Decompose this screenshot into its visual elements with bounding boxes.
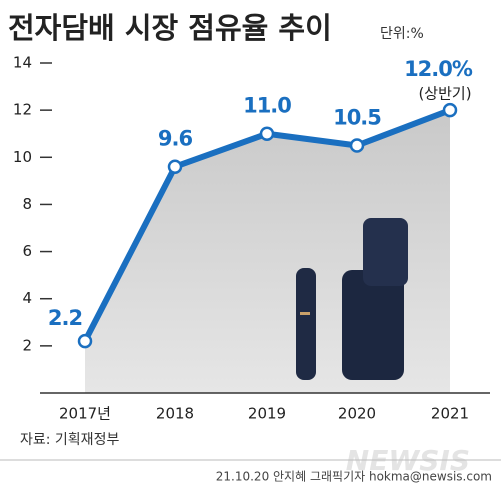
x-tick-label: 2021 bbox=[431, 405, 469, 423]
value-label: 2.2 bbox=[48, 306, 82, 330]
point bbox=[167, 159, 183, 174]
point bbox=[349, 138, 365, 153]
x-tick-label: 2018 bbox=[156, 405, 194, 423]
unit-label: 단위:% bbox=[380, 26, 424, 42]
point bbox=[259, 126, 275, 141]
value-label: 9.6 bbox=[158, 127, 193, 151]
credit: 21.10.20 안지혜 그래픽기자 hokma@newsis.com bbox=[216, 470, 492, 484]
y-tick-label: 2 bbox=[22, 336, 32, 354]
point bbox=[442, 102, 458, 118]
value-label: 11.0 bbox=[243, 94, 291, 118]
y-tick-label: 12 bbox=[13, 101, 32, 119]
x-tick-label: 2019 bbox=[248, 405, 286, 423]
value-label: 10.5 bbox=[333, 106, 381, 130]
y-tick-label: 8 bbox=[22, 195, 32, 213]
x-tick-label: 2017년 bbox=[59, 405, 111, 423]
y-tick-label: 14 bbox=[13, 54, 32, 72]
value-label: 12.0% bbox=[404, 57, 473, 81]
source: 자료: 기획재정부 bbox=[20, 432, 119, 448]
annotation: (상반기) bbox=[418, 85, 471, 103]
y-tick-label: 4 bbox=[22, 289, 32, 307]
x-tick-label: 2020 bbox=[338, 405, 376, 423]
y-tick-label: 10 bbox=[13, 148, 32, 166]
y-tick-label: 6 bbox=[22, 242, 32, 260]
chart-title: 전자담배 시장 점유율 추이 bbox=[8, 11, 332, 45]
point bbox=[77, 333, 93, 349]
product-illustration bbox=[296, 218, 408, 380]
